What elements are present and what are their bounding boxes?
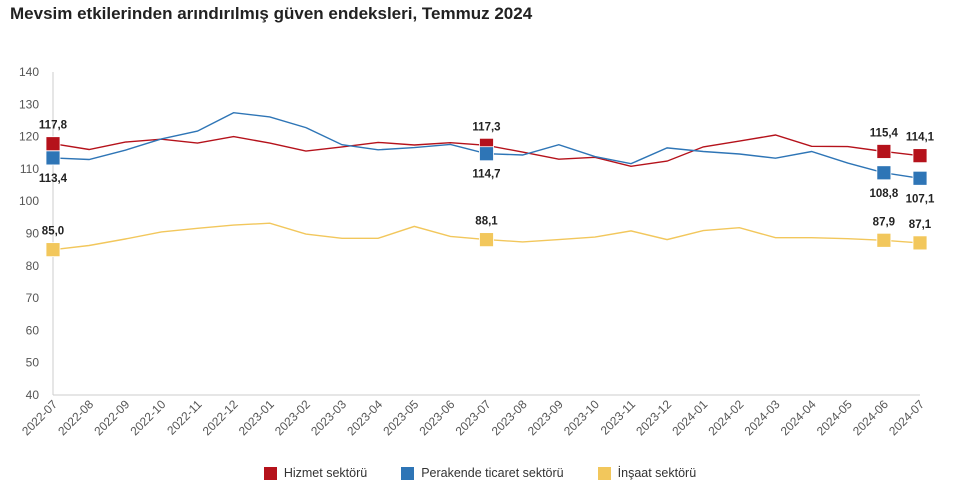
data-point-marker	[45, 136, 61, 152]
x-tick-label: 2023-04	[344, 397, 385, 438]
data-label: 117,8	[39, 120, 68, 132]
data-point-marker	[479, 146, 494, 162]
data-label: 117,3	[472, 121, 500, 133]
x-tick-label: 2022-12	[200, 397, 241, 438]
data-label: 107,1	[906, 193, 935, 205]
data-point-marker	[912, 235, 928, 251]
legend-swatch	[597, 466, 611, 480]
legend-item[interactable]: Perakende ticaret sektörü	[401, 466, 564, 480]
x-tick-label: 2023-05	[380, 397, 421, 438]
x-tick-label: 2023-07	[453, 397, 494, 438]
x-tick-label: 2023-10	[561, 397, 602, 438]
chart-legend: Hizmet sektörü Perakende ticaret sektörü İ…	[0, 466, 960, 480]
data-point-marker	[45, 150, 61, 166]
data-label: 108,8	[869, 188, 898, 200]
legend-label: Hizmet sektörü	[283, 466, 368, 480]
y-tick-label: 60	[26, 323, 40, 337]
chart-title: Mevsim etkilerinden arındırılmış güven e…	[10, 4, 533, 23]
line-chart: 4050607080901001101201301402022-072022-0…	[19, 65, 935, 438]
x-tick-label: 2022-08	[55, 397, 96, 438]
x-tick-label: 2024-02	[705, 397, 746, 438]
legend-label: Perakende ticaret sektörü	[421, 466, 564, 480]
x-tick-label: 2022-10	[127, 397, 168, 438]
x-tick-label: 2024-03	[742, 397, 783, 438]
data-label: 85,0	[42, 226, 64, 238]
x-tick-label: 2023-06	[416, 397, 457, 438]
data-point-marker	[876, 165, 892, 181]
data-label: 88,1	[475, 216, 498, 228]
x-tick-label: 2022-11	[164, 397, 205, 438]
data-label: 87,9	[873, 216, 895, 228]
data-label: 113,4	[39, 173, 68, 185]
data-point-marker	[876, 144, 892, 159]
x-tick-label: 2024-07	[886, 397, 927, 438]
data-label: 114,7	[472, 169, 500, 181]
data-label: 114,1	[906, 132, 935, 144]
y-tick-label: 80	[26, 259, 40, 273]
y-tick-label: 140	[19, 65, 39, 79]
data-point-marker	[479, 232, 494, 248]
x-tick-label: 2024-06	[850, 397, 891, 438]
x-tick-label: 2023-12	[633, 397, 674, 438]
data-label: 115,4	[870, 127, 899, 139]
y-tick-label: 90	[26, 227, 40, 241]
x-tick-label: 2022-07	[19, 397, 60, 438]
x-tick-label: 2023-03	[308, 397, 349, 438]
x-tick-label: 2023-11	[598, 397, 639, 438]
y-tick-label: 120	[19, 130, 39, 144]
x-tick-label: 2022-09	[91, 397, 132, 438]
data-point-marker	[912, 148, 928, 164]
x-tick-label: 2024-05	[814, 397, 855, 438]
y-tick-label: 50	[26, 356, 40, 370]
legend-label: İnşaat sektörü	[617, 466, 697, 480]
legend-swatch	[263, 466, 277, 480]
y-tick-label: 70	[26, 291, 40, 305]
data-point-marker	[876, 232, 892, 248]
x-tick-label: 2023-08	[489, 397, 530, 438]
y-tick-label: 130	[19, 97, 39, 111]
data-point-marker	[45, 242, 61, 258]
y-tick-label: 40	[26, 388, 40, 402]
x-tick-label: 2024-01	[669, 397, 710, 438]
x-tick-label: 2023-02	[272, 397, 313, 438]
data-point-marker	[912, 170, 928, 186]
y-tick-label: 110	[20, 162, 39, 176]
legend-item[interactable]: Hizmet sektörü	[263, 466, 368, 480]
x-tick-label: 2023-01	[236, 397, 277, 438]
x-tick-label: 2024-04	[778, 397, 819, 438]
legend-swatch	[401, 466, 415, 480]
data-label: 87,1	[909, 219, 932, 231]
y-tick-label: 100	[19, 194, 39, 208]
legend-item[interactable]: İnşaat sektörü	[597, 466, 697, 480]
x-tick-label: 2023-09	[525, 397, 566, 438]
